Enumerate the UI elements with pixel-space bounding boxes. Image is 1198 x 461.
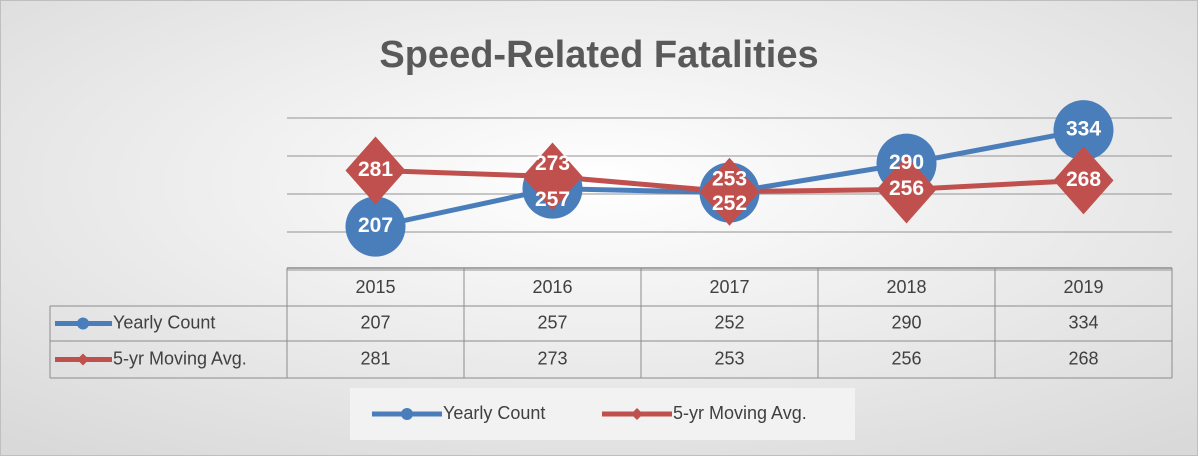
legend-key [77, 353, 89, 366]
marker [1053, 100, 1114, 161]
table-cell: 334 [1068, 312, 1098, 332]
x-tick-label: 2019 [1063, 277, 1103, 297]
data-label: 257 [535, 188, 570, 211]
data-label: 256 [889, 177, 924, 200]
table-cell: 273 [537, 348, 567, 368]
x-tick-label: 2018 [886, 277, 926, 297]
data-label: 334 [1066, 118, 1101, 141]
table-cell: 253 [714, 348, 744, 368]
table-cell: 268 [1068, 348, 1098, 368]
x-tick-label: 2017 [709, 277, 749, 297]
table-cell: 207 [360, 312, 390, 332]
table-row-label: 5-yr Moving Avg. [113, 348, 247, 368]
legend-label: Yearly Count [443, 403, 545, 423]
data-label: 253 [712, 167, 747, 190]
marker [699, 157, 760, 226]
data-label: 268 [1066, 168, 1101, 191]
table-cell: 256 [891, 348, 921, 368]
x-tick-label: 2016 [532, 277, 572, 297]
data-label: 281 [358, 158, 393, 181]
legend-key [77, 317, 89, 330]
marker [1053, 146, 1114, 215]
chart-title: Speed-Related Fatalities [379, 34, 818, 76]
table-cell: 290 [891, 312, 921, 332]
marker [522, 142, 583, 211]
table-row-label: Yearly Count [113, 312, 215, 332]
legend-key [401, 408, 413, 420]
data-label: 273 [535, 152, 570, 175]
table-cell: 257 [537, 312, 567, 332]
marker [345, 136, 406, 205]
data-label: 207 [358, 214, 393, 237]
x-tick-label: 2015 [355, 277, 395, 297]
marker [876, 155, 937, 224]
legend-key [631, 408, 643, 420]
table-cell: 281 [360, 348, 390, 368]
legend-label: 5-yr Moving Avg. [673, 403, 807, 423]
data-label: 290 [889, 151, 924, 174]
data-label: 252 [712, 192, 747, 215]
marker [345, 196, 406, 257]
table-cell: 252 [714, 312, 744, 332]
